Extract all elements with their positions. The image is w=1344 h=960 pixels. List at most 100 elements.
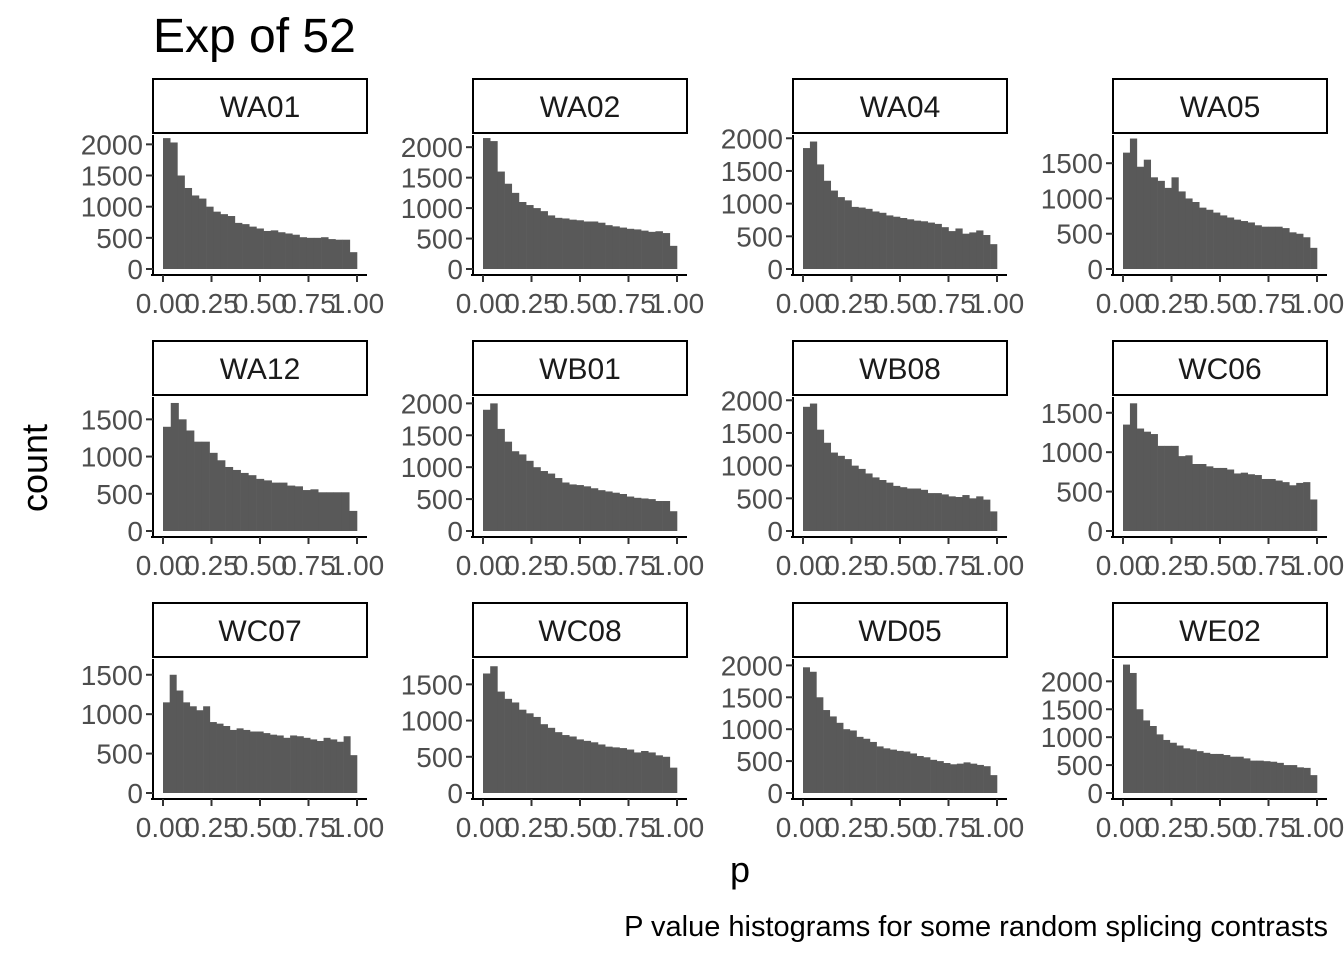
histogram-bar [323, 737, 331, 793]
histogram-bar [184, 187, 193, 269]
histogram-bar [242, 224, 250, 269]
histogram-bar [837, 197, 845, 269]
histogram-bar [1199, 207, 1207, 269]
histogram-bar [934, 493, 942, 531]
facet-strip-label: WA02 [540, 91, 621, 124]
histogram-bar [194, 441, 203, 531]
histogram-bar [1310, 775, 1318, 793]
histogram-bar [285, 233, 293, 269]
histogram-bar [1303, 482, 1311, 531]
histogram-bar [626, 749, 635, 793]
histogram-bar [1178, 191, 1186, 269]
histogram-bar [837, 455, 845, 531]
histogram-bar [217, 460, 226, 531]
histogram-bar [316, 740, 324, 793]
histogram-bar [829, 716, 837, 793]
y-tick-label: 0 [127, 516, 143, 547]
histogram-bar [283, 737, 291, 793]
y-tick-label: 2000 [81, 129, 143, 160]
histogram-bar [1270, 761, 1278, 793]
histogram-bar [186, 430, 195, 531]
facet-strip [1112, 602, 1328, 658]
histogram-bar [626, 228, 635, 269]
histogram-bar [969, 498, 977, 531]
histogram-bar [1136, 709, 1144, 793]
y-tick-label: 1000 [1041, 722, 1103, 753]
histogram-bar [648, 499, 656, 531]
histogram-bar [249, 731, 257, 793]
histogram-bar [540, 211, 548, 269]
y-tick-label: 0 [447, 254, 463, 285]
histogram-bar [1213, 212, 1221, 269]
histogram-bar [823, 710, 831, 793]
histogram-bar [1178, 456, 1186, 531]
y-tick-label: 1000 [81, 442, 143, 473]
histogram-bar [843, 729, 851, 793]
histogram-bar [1283, 765, 1291, 793]
histogram-bar [321, 237, 329, 269]
x-tick-label: 0.00 [776, 288, 831, 319]
histogram-bar [809, 671, 817, 793]
histogram-bar [490, 666, 498, 793]
histogram-bar [876, 746, 884, 793]
x-tick-label: 0.50 [873, 812, 928, 843]
histogram-bar [313, 237, 322, 269]
x-tick-label: 1.00 [970, 288, 1025, 319]
facet-panel-wa05: WA05 0 500 1000 1500 0.000.250.500.751.00 [1041, 78, 1344, 319]
histogram-bar [1123, 424, 1131, 531]
histogram-bar [533, 716, 541, 793]
histogram-bar [597, 222, 606, 269]
histogram-bar [1233, 473, 1242, 531]
histogram-bar [865, 473, 873, 531]
histogram-bar [1129, 138, 1138, 269]
histogram-bar [1136, 428, 1145, 531]
histogram-bar [490, 403, 498, 531]
y-tick-label: 1500 [81, 404, 143, 435]
histogram-bar [990, 244, 998, 269]
histogram-bar [504, 441, 513, 531]
histogram-bar [896, 750, 904, 793]
histogram-bar [310, 489, 319, 531]
histogram-bar [858, 468, 866, 531]
histogram-bar [930, 759, 938, 793]
x-tick-label: 0.50 [873, 288, 928, 319]
histogram-bar [1192, 464, 1200, 531]
x-tick-label: 1.00 [1290, 288, 1344, 319]
histogram-bar [955, 497, 963, 531]
histogram-bar [1213, 467, 1221, 531]
chart-title: Exp of 52 [153, 10, 356, 63]
histogram-bar [1183, 748, 1191, 793]
y-tick-label: 0 [1087, 516, 1103, 547]
y-tick-label: 500 [1056, 477, 1103, 508]
histogram-bar [941, 494, 949, 531]
y-tick-label: 2000 [1041, 666, 1103, 697]
histogram-bar [927, 222, 935, 269]
histogram-bar [941, 227, 949, 269]
histogram-bar [879, 212, 887, 269]
x-tick-label: 0.75 [921, 812, 976, 843]
histogram-bar [196, 710, 204, 793]
histogram-bar [1310, 247, 1318, 269]
histogram-bar [526, 713, 534, 793]
x-tick-label: 0.25 [1144, 550, 1199, 581]
x-tick-label: 0.75 [1241, 550, 1296, 581]
facet-strip [792, 78, 1008, 134]
x-tick-label: 0.25 [1144, 812, 1199, 843]
facet-strip [152, 78, 368, 134]
facet-strip [1112, 340, 1328, 396]
histogram-bar [511, 702, 520, 793]
histogram-bar [976, 764, 984, 793]
histogram-bar [234, 222, 243, 269]
histogram-bar [336, 741, 344, 793]
histogram-bar [927, 493, 935, 531]
histogram-bar [497, 428, 505, 531]
histogram-bar [1282, 228, 1290, 269]
y-tick-label: 0 [447, 516, 463, 547]
x-tick-label: 0.50 [553, 288, 608, 319]
histogram-bar [962, 495, 970, 531]
facet-strip [152, 340, 368, 396]
histogram-bar [526, 460, 534, 531]
